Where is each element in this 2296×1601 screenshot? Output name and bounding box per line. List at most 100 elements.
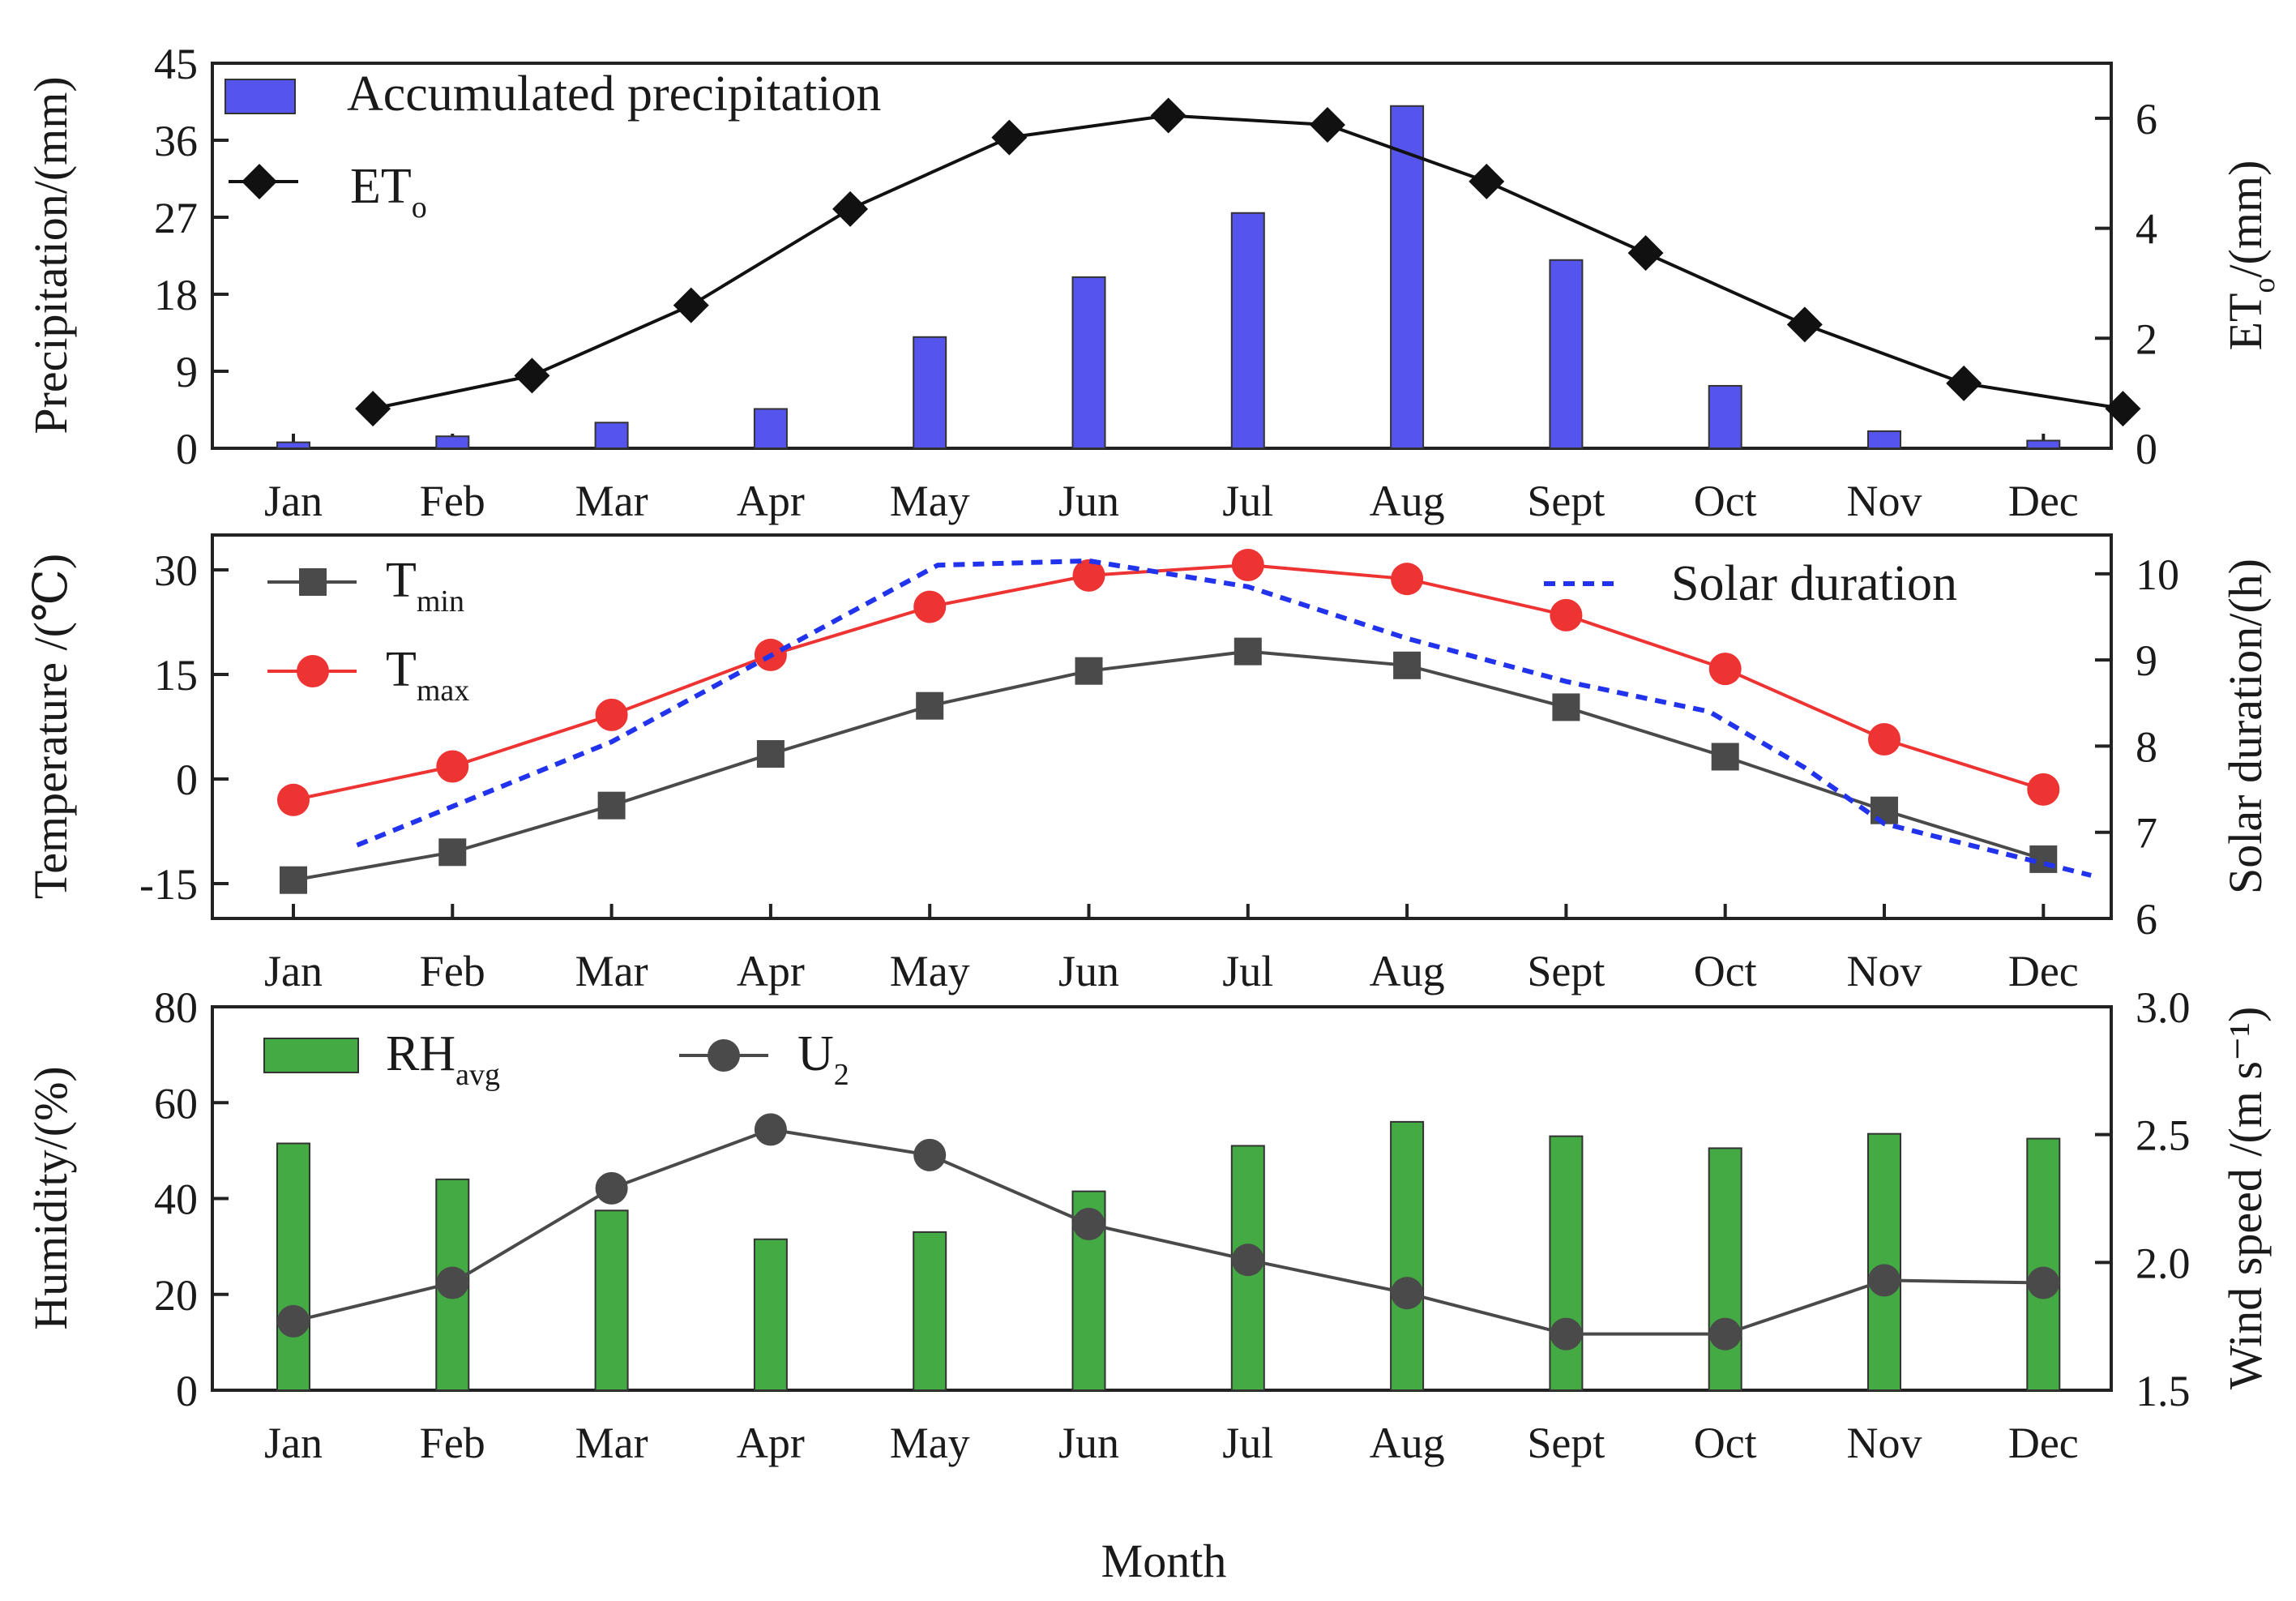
panel3-bar xyxy=(1708,1147,1742,1391)
legend-tmin-label-main: T xyxy=(386,553,417,608)
panel3-bar xyxy=(1867,1132,1901,1392)
legend-rh-swatch xyxy=(263,1038,359,1073)
panel2-point xyxy=(1708,653,1742,686)
panel1-ytick-right-label: 0 xyxy=(2136,425,2157,473)
panel1-ytick-left-label: 18 xyxy=(154,271,198,319)
legend-panel1: Accumulated precipitation ETo xyxy=(224,66,881,225)
panel3-ytick-right-label: 2.0 xyxy=(2136,1239,2191,1287)
panel3-point xyxy=(1231,1244,1264,1277)
panel1-xtick-label: Dec xyxy=(2008,477,2079,525)
panel2-point xyxy=(277,783,310,816)
panel2-point xyxy=(1234,637,1262,666)
panel1-xtick-label: Jan xyxy=(264,477,323,525)
panel1-ytick-left-label: 45 xyxy=(154,40,198,88)
panel1-xtick-label: Jun xyxy=(1058,477,1119,525)
panel2-point xyxy=(2027,773,2060,806)
panel1-xtick-label: Feb xyxy=(420,477,485,525)
panel2-point xyxy=(1072,559,1105,592)
ylabel-wind: Wind speed /(m s⁻¹) xyxy=(2219,1007,2272,1390)
legend-precip-swatch xyxy=(224,79,296,114)
panel2-ytick-right-label: 8 xyxy=(2136,722,2157,771)
panel2-point xyxy=(916,691,944,720)
panel1-point xyxy=(1946,365,1982,401)
panel1-point xyxy=(1309,107,1345,143)
panel1-point xyxy=(991,119,1028,156)
legend-u2-marker xyxy=(708,1039,740,1072)
panel2: -15 0 15 30 6 7 8 9 10 Jan Feb Mar Apr May Jun Jul Aug Se… xyxy=(139,533,2179,995)
panel2-point xyxy=(280,866,307,894)
panel2-line xyxy=(293,649,2044,882)
panel1-ytick-left-label: 27 xyxy=(154,194,198,242)
panel3-ytick-left-label: 0 xyxy=(176,1367,198,1415)
panel3-bar xyxy=(753,1238,788,1391)
legend-eto-label-sub: o xyxy=(412,190,427,225)
panel3-ytick-left-label: 40 xyxy=(154,1175,198,1224)
panel1-bar xyxy=(913,336,947,449)
panel2-point xyxy=(436,750,469,783)
panel1-series-0 xyxy=(276,105,2061,450)
panel2-ytick-right-label: 7 xyxy=(2136,809,2157,858)
ylabel-humidity: Humidity/(%) xyxy=(24,1066,77,1329)
panel1-point xyxy=(355,391,391,427)
legend-tmax-label-main: T xyxy=(386,642,417,697)
panel3-xtick-label: Apr xyxy=(737,1419,805,1467)
panel2-xtick-label: May xyxy=(890,947,970,995)
panel2-point xyxy=(1552,693,1580,721)
panel1-xtick-label: Nov xyxy=(1847,477,1922,525)
panel1-bar xyxy=(1867,430,1901,450)
panel3-series-0 xyxy=(276,1120,2061,1392)
ylabel-eto-sub: o xyxy=(2247,278,2281,293)
panel1-xtick-label: Mar xyxy=(575,477,648,525)
panel3-xtick-label: Sept xyxy=(1527,1419,1605,1467)
panel1-xtick-label: Sept xyxy=(1527,477,1605,525)
panel3-bar xyxy=(1390,1120,1425,1392)
panel3-xtick-label: Nov xyxy=(1847,1419,1922,1467)
panel3-xtick-label: Aug xyxy=(1370,1419,1445,1467)
legend-u2-label: U2 xyxy=(797,1026,849,1092)
panel1-xtick-label: Oct xyxy=(1694,477,1757,525)
panel1-ytick-right-label: 6 xyxy=(2136,95,2157,143)
legend-tmin-label: Tmin xyxy=(386,553,464,619)
panel2-xtick-label: Oct xyxy=(1694,947,1757,995)
panel2-xtick-label: Jul xyxy=(1222,947,1273,995)
panel3: 0 20 40 60 80 1.5 2.0 2.5 3.0 Jan Feb Mar Apr May Jun J… xyxy=(154,983,2191,1467)
panel2-point xyxy=(1711,743,1739,771)
legend-eto-label-main: ET xyxy=(350,159,412,214)
panel1-bar xyxy=(1549,259,1584,449)
panel2-series-0 xyxy=(280,637,2058,894)
panel2-xtick-label: Mar xyxy=(575,947,648,995)
panel2-ytick-left-label: 30 xyxy=(154,546,198,595)
panel1-bar xyxy=(435,435,470,450)
panel3-xtick-label: May xyxy=(890,1419,970,1467)
panel1-ytick-left-label: 9 xyxy=(176,348,198,396)
panel1-point xyxy=(1627,235,1664,272)
legend-tmax-marker xyxy=(297,655,329,687)
panel2-xtick-label: Jan xyxy=(264,947,323,995)
panel2-point xyxy=(1868,722,1901,756)
panel2-series-2 xyxy=(356,558,2092,878)
panel2-xtick-label: Aug xyxy=(1370,947,1445,995)
ylabel-eto-suffix: /(mm) xyxy=(2219,161,2272,278)
panel1: 0 9 18 27 36 45 0 2 4 6 Jan Feb Mar Apr May Jun Jul Aug Se… xyxy=(154,40,2157,525)
panel3-bar xyxy=(276,1142,310,1391)
panel2-point xyxy=(595,698,628,731)
ylabel-solar: Solar duration/(h) xyxy=(2219,559,2272,894)
panel3-xtick-label: Jun xyxy=(1058,1419,1119,1467)
legend-tmin-label-sub: min xyxy=(417,584,464,619)
panel1-bar xyxy=(753,408,788,450)
panel1-point xyxy=(832,190,869,227)
ylabel-precip: Precipitation/(mm) xyxy=(24,76,77,434)
panel1-point xyxy=(514,357,550,394)
panel2-xtick-label: Jun xyxy=(1058,947,1119,995)
panel1-xtick-label: Jul xyxy=(1222,477,1273,525)
panel1-ytick-right-label: 4 xyxy=(2136,205,2157,254)
panel1-line xyxy=(372,113,2123,411)
panel2-point xyxy=(1231,548,1264,581)
panel2-point xyxy=(913,590,947,623)
panel1-point xyxy=(673,287,709,323)
panel2-ytick-left-label: -15 xyxy=(139,860,198,909)
legend-precip-label: Accumulated precipitation xyxy=(347,66,881,122)
panel3-point xyxy=(754,1113,787,1146)
panel3-ytick-right-label: 3.0 xyxy=(2136,983,2191,1032)
ylabel-temp: Temperature /(℃) xyxy=(24,554,77,899)
